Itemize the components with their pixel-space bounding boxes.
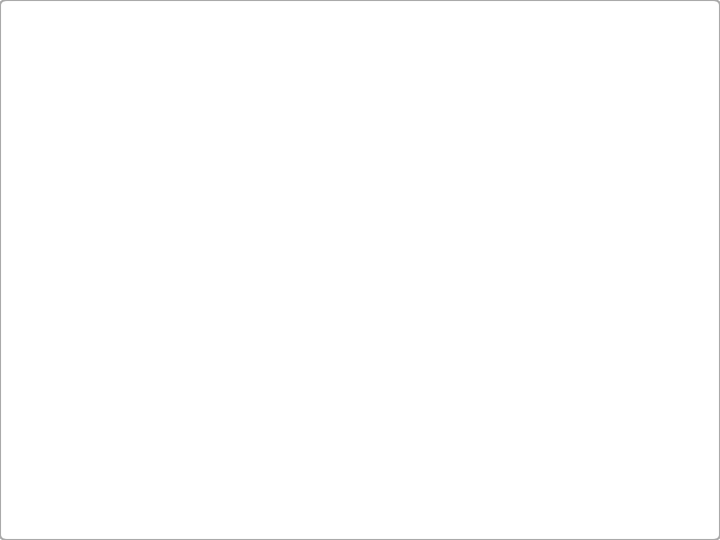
Text: $\dfrac{d\log L}{d\mu} = (4-\mu)+(6-\mu)$: $\dfrac{d\log L}{d\mu} = (4-\mu)+(6-\mu)… — [235, 296, 485, 347]
Text: Applying this result, we obtain the differential of log $L$ with respect to $\mu: Applying this result, we obtain the diff… — [29, 457, 714, 477]
Text: INTRODUCTION TO MAXIMUM LIKELIHOOD ESTIMATION: INTRODUCTION TO MAXIMUM LIKELIHOOD ESTIM… — [81, 19, 639, 37]
Text: $\dfrac{d}{d\mu}\!\left\{-\dfrac{1}{2}(a-\mu)^2\right\} = a - \mu$: $\dfrac{d}{d\mu}\!\left\{-\dfrac{1}{2}(a… — [238, 227, 482, 275]
Text: $\log L = 2\log\!\left(\dfrac{1}{\sqrt{2\pi}}\right) - \dfrac{1}{2}(4-\mu)^2 - \: $\log L = 2\log\!\left(\dfrac{1}{\sqrt{2… — [144, 53, 576, 104]
Text: $-\dfrac{1}{2}(a-\mu)^2 = -\dfrac{1}{2}\!\left(a^2 - 2a\mu + \mu^2\right)\!= -\d: $-\dfrac{1}{2}(a-\mu)^2 = -\dfrac{1}{2}\… — [92, 154, 628, 197]
Text: the expression for log $L$ disappears completely since it is not a function of $: the expression for log $L$ disappears co… — [29, 485, 615, 505]
Text: 29: 29 — [678, 512, 695, 526]
